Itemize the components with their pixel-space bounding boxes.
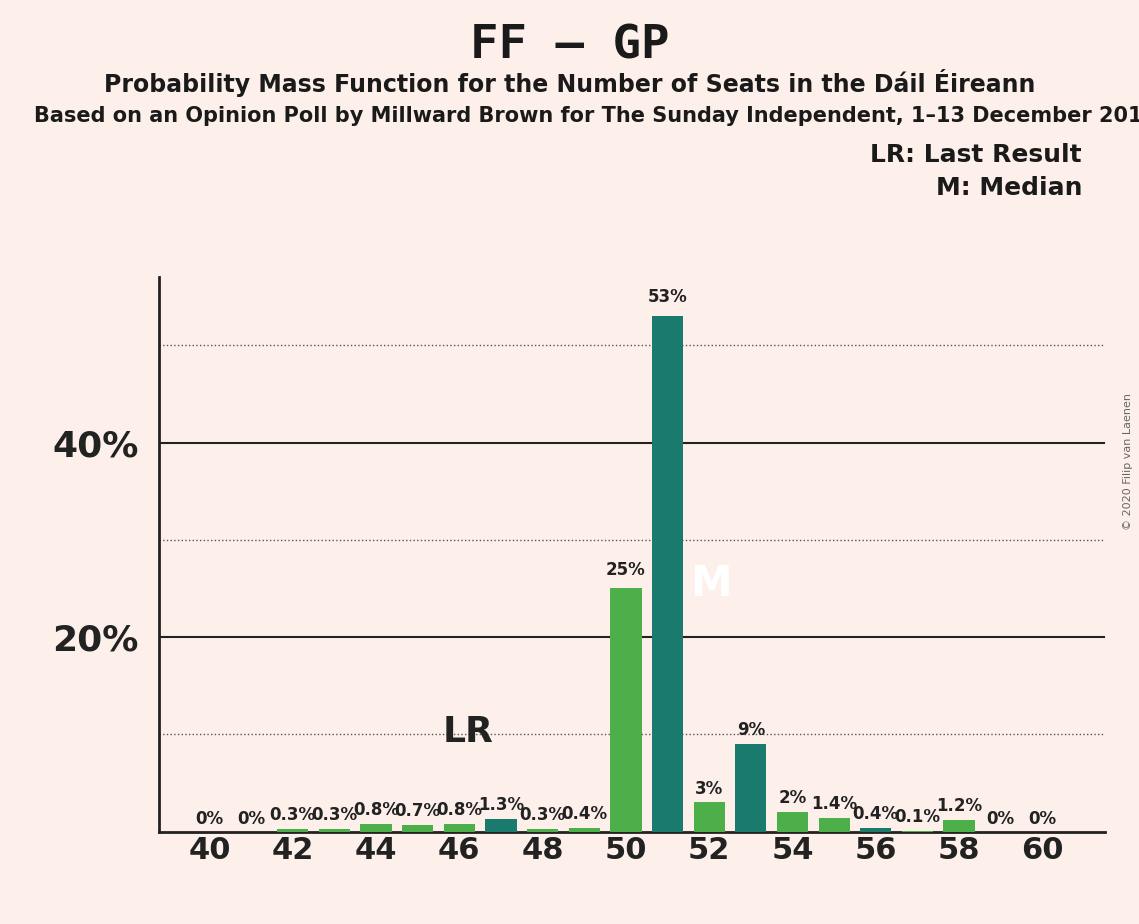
Bar	[611, 589, 641, 832]
Text: © 2020 Filip van Laenen: © 2020 Filip van Laenen	[1123, 394, 1133, 530]
Text: 0.7%: 0.7%	[394, 802, 441, 820]
Bar	[735, 744, 767, 832]
Text: 25%: 25%	[606, 561, 646, 578]
Text: M: M	[690, 563, 732, 604]
Text: 0.4%: 0.4%	[562, 805, 607, 823]
Text: 0%: 0%	[1029, 809, 1057, 828]
Bar	[485, 819, 517, 832]
Text: 0.1%: 0.1%	[894, 808, 941, 826]
Text: 2%: 2%	[778, 789, 806, 808]
Text: 9%: 9%	[737, 722, 765, 739]
Text: 0%: 0%	[986, 809, 1015, 828]
Bar	[444, 824, 475, 832]
Bar	[694, 802, 724, 832]
Text: 1.4%: 1.4%	[811, 796, 858, 813]
Text: 53%: 53%	[648, 288, 688, 307]
Text: 0.8%: 0.8%	[353, 801, 399, 819]
Text: Probability Mass Function for the Number of Seats in the Dáil Éireann: Probability Mass Function for the Number…	[104, 69, 1035, 97]
Bar	[777, 812, 808, 832]
Bar	[819, 818, 850, 832]
Bar	[319, 829, 350, 832]
Text: LR: LR	[442, 715, 493, 749]
Bar	[902, 831, 933, 832]
Bar	[527, 829, 558, 832]
Bar	[860, 828, 892, 832]
Bar	[568, 828, 600, 832]
Text: M: Median: M: Median	[935, 176, 1082, 200]
Text: LR: Last Result: LR: Last Result	[870, 143, 1082, 167]
Bar	[402, 825, 433, 832]
Text: Based on an Opinion Poll by Millward Brown for The Sunday Independent, 1–13 Dece: Based on an Opinion Poll by Millward Bro…	[34, 106, 1139, 127]
Text: 0%: 0%	[237, 809, 265, 828]
Text: 3%: 3%	[695, 780, 723, 797]
Text: 0.3%: 0.3%	[311, 806, 358, 824]
Bar	[652, 316, 683, 832]
Text: 0.4%: 0.4%	[853, 805, 899, 823]
Text: 0.3%: 0.3%	[270, 806, 316, 824]
Text: 0.8%: 0.8%	[436, 801, 482, 819]
Text: FF – GP: FF – GP	[469, 23, 670, 68]
Bar	[277, 829, 309, 832]
Text: 1.3%: 1.3%	[478, 796, 524, 814]
Bar	[360, 824, 392, 832]
Bar	[943, 820, 975, 832]
Text: 1.2%: 1.2%	[936, 797, 982, 815]
Text: 0%: 0%	[196, 809, 223, 828]
Text: 0.3%: 0.3%	[519, 806, 566, 824]
